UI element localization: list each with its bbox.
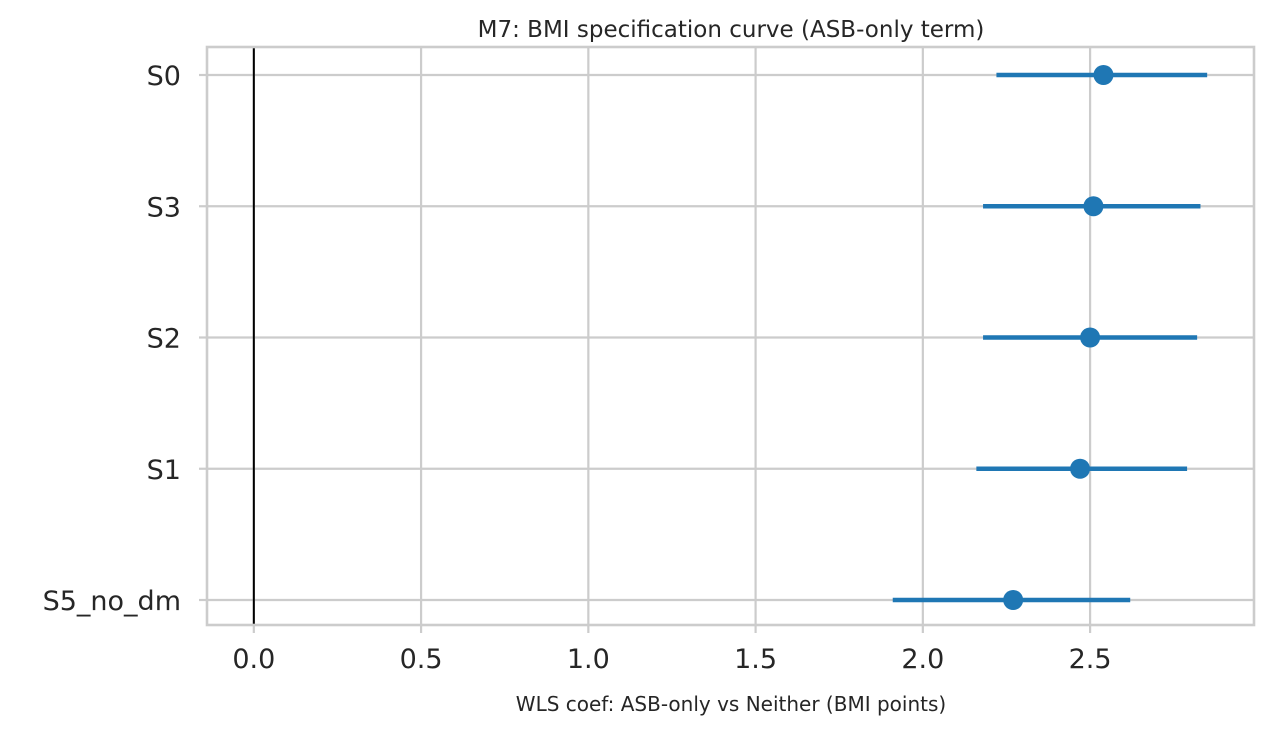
coef-point <box>1083 196 1104 217</box>
x-tick-labels: 0.0 0.5 1.0 1.5 2.0 2.5 <box>232 644 1111 675</box>
coef-point <box>1003 590 1024 610</box>
x-tick-label: 0.0 <box>232 644 275 675</box>
y-tick-label: S0 <box>147 61 181 92</box>
plot-frame <box>205 45 1256 627</box>
coef-point <box>1093 65 1114 85</box>
y-tick-label: S2 <box>147 324 181 355</box>
y-tick-label: S1 <box>147 455 181 486</box>
y-tick-label: S5_no_dm <box>43 586 181 617</box>
x-tick-label: 2.0 <box>901 644 944 675</box>
data-layer <box>892 65 1208 610</box>
y-tick-labels: S0 S3 S2 S1 S5_no_dm <box>43 61 181 617</box>
coef-point <box>1070 458 1091 479</box>
x-tick-label: 1.0 <box>567 644 610 675</box>
y-tick-label: S3 <box>147 192 181 223</box>
x-tick-label: 0.5 <box>400 644 443 675</box>
x-tick-label: 1.5 <box>734 644 777 675</box>
coef-point <box>1080 327 1101 348</box>
x-tick-label: 2.5 <box>1069 644 1112 675</box>
chart-title: M7: BMI specification curve (ASB-only te… <box>478 17 985 43</box>
x-axis-label: WLS coef: ASB-only vs Neither (BMI point… <box>516 692 946 716</box>
